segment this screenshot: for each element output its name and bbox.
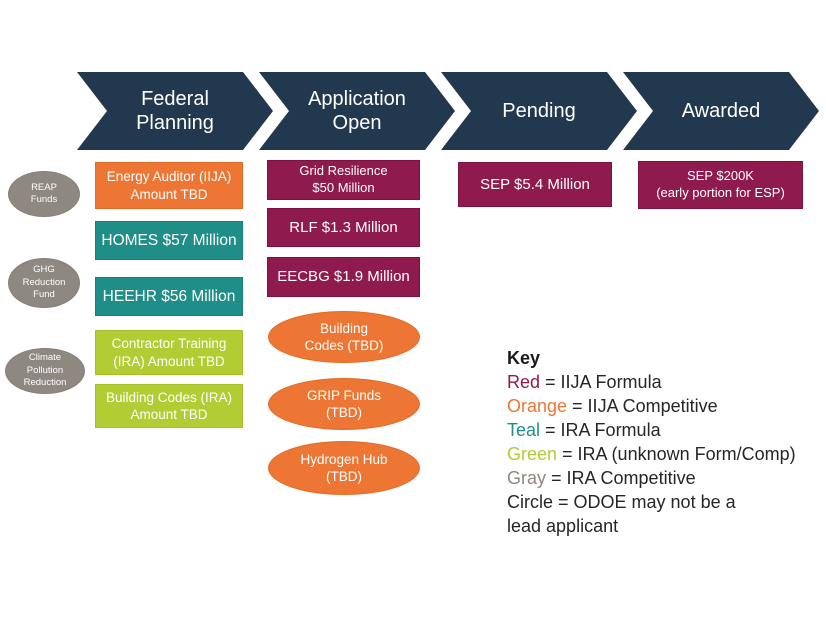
legend-term-orange: Orange	[507, 396, 568, 416]
circle-ghg-reduction-fund: GHG Reduction Fund	[8, 258, 80, 308]
stage-arrow-federal-planning: Federal Planning	[77, 72, 273, 150]
legend-entry-teal: Teal = IRA Formula	[507, 418, 817, 442]
stage-arrow-application-open: Application Open	[259, 72, 455, 150]
fund-box-sep-pending: SEP $5.4 Million	[458, 162, 612, 207]
fund-box-rlf: RLF $1.3 Million	[267, 208, 420, 247]
legend: Key Red = IIJA Formula Orange = IIJA Com…	[507, 346, 817, 538]
legend-entry-red: Red = IIJA Formula	[507, 370, 817, 394]
legend-entry-green: Green = IRA (unknown Form/Comp)	[507, 442, 817, 466]
legend-definition: = IIJA Formula	[540, 372, 662, 392]
fund-box-homes: HOMES $57 Million	[95, 221, 243, 260]
stage-arrow-awarded: Awarded	[623, 72, 819, 150]
legend-entry-gray: Gray = IRA Competitive	[507, 466, 817, 490]
legend-term-gray: Gray	[507, 468, 547, 488]
legend-definition: = IIJA Competitive	[567, 396, 718, 416]
legend-entry-orange: Orange = IIJA Competitive	[507, 394, 817, 418]
legend-definition: = IRA (unknown Form/Comp)	[557, 444, 796, 464]
legend-definition: = IRA Competitive	[546, 468, 696, 488]
legend-definition: = ODOE may not be a lead applicant	[507, 492, 736, 536]
legend-term-circle: Circle	[507, 492, 554, 512]
stage-arrow-pending: Pending	[441, 72, 637, 150]
fund-box-energy-auditor: Energy Auditor (IIJA) Amount TBD	[95, 162, 243, 209]
legend-entry-circle: Circle = ODOE may not be a lead applican…	[507, 490, 817, 538]
fund-box-sep-awarded: SEP $200K (early portion for ESP)	[638, 161, 803, 209]
circle-building-codes-tbd: Building Codes (TBD)	[268, 311, 420, 363]
legend-title: Key	[507, 348, 541, 368]
legend-term-red: Red	[507, 372, 541, 392]
legend-term-green: Green	[507, 444, 558, 464]
legend-term-teal: Teal	[507, 420, 541, 440]
fund-box-eecbg: EECBG $1.9 Million	[267, 257, 420, 297]
circle-reap-funds: REAP Funds	[8, 171, 80, 217]
fund-box-contractor-training: Contractor Training (IRA) Amount TBD	[95, 330, 243, 375]
fund-box-building-codes-ira: Building Codes (IRA) Amount TBD	[95, 384, 243, 428]
circle-grip-funds: GRIP Funds (TBD)	[268, 378, 420, 430]
fund-box-grid-resilience: Grid Resilience $50 Million	[267, 160, 420, 200]
circle-climate-pollution-reduction: Climate Pollution Reduction	[5, 348, 85, 394]
legend-definition: = IRA Formula	[540, 420, 661, 440]
fund-box-heehr: HEEHR $56 Million	[95, 277, 243, 316]
circle-hydrogen-hub: Hydrogen Hub (TBD)	[268, 441, 420, 495]
